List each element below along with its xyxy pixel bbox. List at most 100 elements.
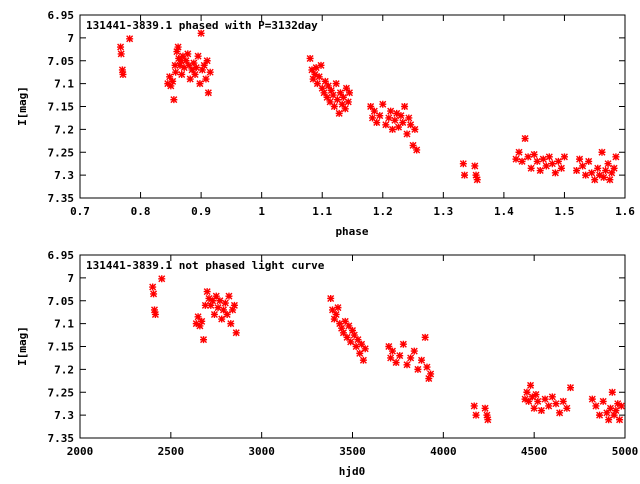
data-point — [596, 171, 604, 179]
data-point — [177, 57, 185, 65]
data-point — [605, 416, 613, 424]
data-point — [551, 169, 559, 177]
y-tick-label: 7.35 — [48, 192, 75, 205]
y-tick-label: 7.25 — [48, 386, 75, 399]
data-point — [530, 404, 538, 412]
data-point — [341, 317, 349, 325]
data-point — [608, 388, 616, 396]
data-points — [149, 275, 625, 424]
y-axis-label: I[mag] — [16, 326, 29, 366]
data-point — [527, 381, 535, 389]
data-point — [184, 50, 192, 58]
data-point — [582, 171, 590, 179]
data-point — [190, 59, 198, 67]
unphased-light-curve-panel: 2000 2500 3000 3500 4000 4500 5000 6.95 7 7.05 7.… — [16, 249, 638, 478]
data-point — [313, 80, 321, 88]
data-point — [332, 80, 340, 88]
data-point — [230, 301, 238, 309]
data-point — [191, 70, 199, 78]
y-axis-label: I[mag] — [16, 86, 29, 126]
data-point — [542, 162, 550, 170]
y-tick-label: 7.35 — [48, 432, 75, 445]
data-point — [484, 416, 492, 424]
tick-marks — [79, 14, 626, 199]
data-point — [225, 292, 233, 300]
data-point — [407, 121, 415, 129]
data-point — [332, 310, 340, 318]
data-point — [209, 297, 217, 305]
data-point — [321, 77, 329, 85]
y-tick-label: 7 — [67, 32, 74, 45]
x-tick-label: 2500 — [158, 445, 185, 458]
data-point — [352, 343, 360, 350]
data-point — [308, 66, 316, 74]
x-tick-label: 0.8 — [131, 205, 151, 218]
data-point — [198, 317, 206, 325]
data-point — [617, 402, 625, 410]
data-point — [576, 155, 584, 163]
data-point — [518, 157, 526, 165]
data-point — [312, 64, 320, 72]
data-point — [388, 125, 396, 133]
data-point — [385, 343, 393, 350]
data-point — [200, 61, 208, 69]
data-point — [533, 157, 541, 165]
data-point — [401, 103, 409, 110]
x-tick-label: 0.7 — [70, 205, 90, 218]
data-point — [610, 164, 618, 172]
data-point — [537, 407, 545, 415]
data-point — [532, 391, 540, 399]
data-point — [556, 409, 564, 417]
data-point — [345, 322, 353, 330]
data-point — [606, 404, 614, 412]
data-point — [399, 340, 407, 348]
data-point — [557, 164, 565, 172]
data-point — [347, 338, 355, 346]
x-tick-label: 3000 — [248, 445, 275, 458]
data-point — [220, 306, 228, 314]
data-point — [396, 352, 404, 360]
data-point — [411, 125, 419, 133]
data-point — [563, 404, 571, 412]
data-point — [534, 397, 542, 405]
y-tick-label: 7.3 — [54, 169, 74, 182]
data-point — [174, 43, 182, 51]
y-tick-label: 7.1 — [54, 78, 74, 91]
x-tick-label: 1.5 — [555, 205, 575, 218]
data-point — [425, 375, 433, 383]
data-point — [523, 388, 531, 396]
chart-title: 131441-3839.1 phased with P=3132day — [86, 19, 318, 32]
x-tick-label: 1.2 — [373, 205, 393, 218]
data-point — [221, 299, 229, 307]
data-point — [197, 29, 205, 37]
data-point — [212, 292, 220, 300]
data-point — [323, 93, 331, 101]
data-point — [149, 283, 157, 291]
data-point — [527, 164, 535, 172]
data-point — [359, 356, 367, 364]
y-tick-label: 7.25 — [48, 146, 75, 159]
data-point — [330, 103, 338, 110]
data-point — [317, 61, 325, 69]
data-point — [604, 160, 612, 168]
data-point — [521, 395, 529, 403]
data-point — [376, 112, 384, 120]
data-point — [171, 61, 179, 69]
data-point — [354, 336, 362, 344]
x-axis-label: phase — [335, 225, 368, 238]
data-point — [414, 365, 422, 373]
data-point — [339, 93, 347, 101]
data-point — [192, 64, 200, 72]
y-tick-label: 7.1 — [54, 318, 74, 331]
data-point — [525, 397, 533, 405]
data-point — [515, 148, 523, 156]
x-tick-label: 0.9 — [191, 205, 211, 218]
data-point — [341, 105, 349, 113]
x-tick-label: 4500 — [521, 445, 548, 458]
data-point — [596, 411, 604, 419]
data-point — [194, 313, 202, 321]
data-point — [202, 75, 210, 83]
data-point — [320, 89, 328, 97]
data-point — [344, 98, 352, 106]
data-point — [196, 80, 204, 88]
